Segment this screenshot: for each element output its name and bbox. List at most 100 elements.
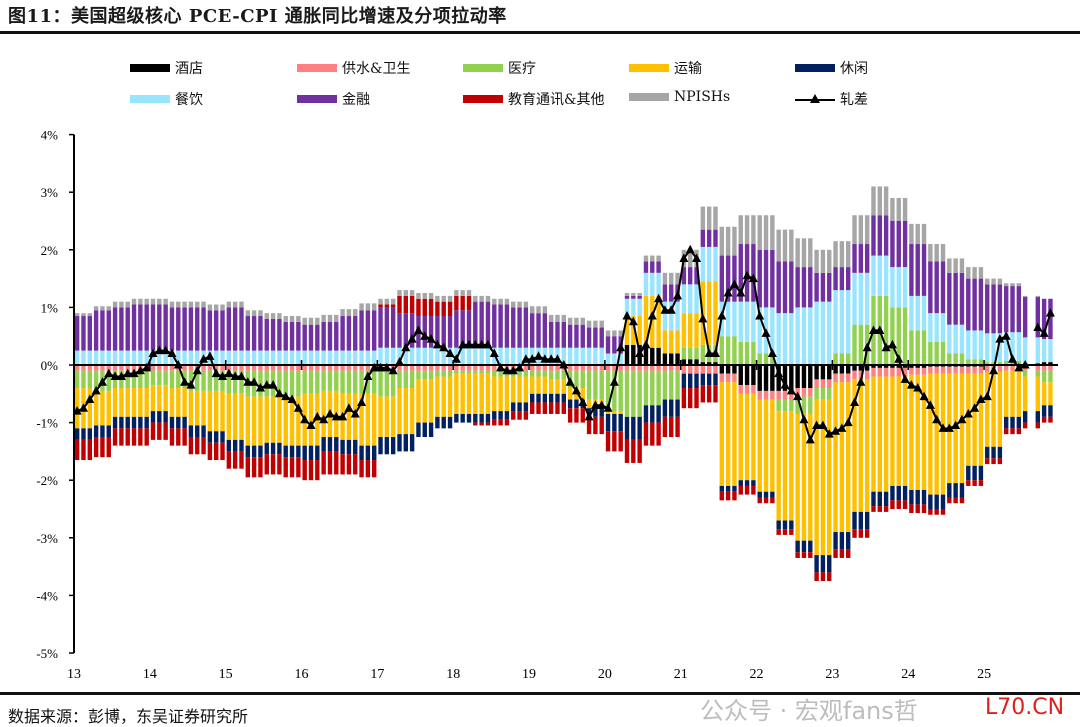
bar-segment-series-1	[1041, 365, 1047, 371]
bar-segment-series-5	[441, 347, 446, 365]
bar-segment-series-4	[460, 413, 465, 423]
bar-segment-series-6	[643, 261, 649, 273]
bar-segment-series-7	[150, 422, 156, 440]
y-tick-label: -3%	[36, 531, 58, 546]
bar-segment-series-6	[858, 244, 864, 273]
bar-segment-series-4	[321, 437, 326, 452]
bar-segment-series-8	[763, 215, 769, 250]
bar-segment-series-7	[93, 437, 99, 458]
bar-segment-series-5	[675, 301, 680, 331]
line-point-marker	[293, 403, 303, 412]
bar-segment-series-7	[846, 549, 851, 558]
bar-segment-series-4	[1010, 416, 1015, 429]
bar-segment-series-2	[966, 359, 971, 365]
bar-segment-series-8	[308, 317, 314, 325]
bar-segment-series-5	[782, 313, 788, 365]
bar-segment-series-1	[270, 365, 276, 371]
bar-segment-series-7	[422, 298, 427, 317]
bar-segment-series-7	[239, 451, 244, 469]
bar-segment-series-7	[839, 549, 845, 558]
bar-segment-series-3	[972, 373, 977, 466]
bar-segment-series-1	[1010, 365, 1015, 371]
bar-segment-series-3	[555, 379, 560, 394]
bar-segment-series-8	[264, 313, 269, 319]
bar-segment-series-8	[953, 258, 958, 273]
bar-segment-series-5	[650, 272, 655, 296]
bar-segment-series-1	[871, 367, 876, 377]
bar-segment-series-5	[997, 333, 1003, 363]
bar-segment-series-8	[827, 249, 832, 273]
bar-segment-series-1	[416, 365, 421, 371]
bar-segment-series-8	[302, 317, 307, 325]
bar-segment-series-6	[226, 307, 232, 351]
bar-segment-series-3	[839, 382, 845, 533]
bar-segment-series-3	[864, 379, 870, 512]
bar-segment-series-1	[985, 366, 990, 372]
bar-segment-series-4	[776, 520, 781, 530]
line-point-marker	[508, 365, 518, 375]
legend-swatch	[130, 64, 170, 72]
bar-segment-series-1	[460, 365, 465, 371]
bar-segment-series-1	[466, 365, 472, 371]
bar-segment-series-4	[959, 483, 965, 498]
bar-segment-series-4	[921, 489, 927, 505]
bar-segment-series-1	[422, 365, 427, 371]
bar-segment-series-1	[688, 365, 693, 374]
bar-segment-series-3	[232, 393, 238, 440]
line-point-marker	[944, 423, 954, 432]
bar-segment-series-7	[397, 295, 402, 314]
bar-segment-series-6	[308, 324, 314, 351]
bar-segment-series-1	[599, 365, 604, 371]
bar-segment-series-3	[296, 396, 301, 446]
bar-segment-series-5	[871, 255, 876, 296]
bar-segment-series-4	[232, 439, 238, 452]
line-point-marker	[1039, 328, 1049, 337]
bar-segment-series-6	[169, 307, 175, 351]
bar-segment-series-8	[966, 267, 971, 279]
legend-item: 运输	[629, 58, 702, 78]
line-point-marker	[78, 403, 88, 412]
bar-segment-series-8	[100, 306, 105, 311]
bar-segment-series-1	[112, 365, 118, 371]
bar-segment-series-8	[801, 238, 807, 268]
bar-segment-series-8	[530, 306, 535, 314]
bar-segment-series-2	[125, 370, 130, 389]
y-tick-label: 3%	[41, 185, 59, 200]
bar-segment-series-6	[441, 316, 446, 348]
bar-segment-series-4	[169, 416, 175, 429]
bar-segment-series-7	[820, 572, 826, 581]
bar-segment-series-6	[251, 316, 257, 351]
bar-segment-series-0	[814, 365, 819, 380]
line-point-marker	[224, 368, 234, 378]
bar-segment-series-4	[719, 485, 724, 492]
bar-segment-series-0	[921, 365, 927, 368]
bar-segment-series-3	[738, 393, 743, 481]
bar-segment-series-3	[808, 413, 813, 541]
line-point-marker	[590, 400, 600, 409]
line-point-marker	[85, 394, 95, 404]
bar-segment-series-1	[928, 366, 933, 374]
bar-segment-series-6	[706, 229, 712, 247]
bar-segment-series-7	[100, 437, 105, 458]
legend-swatch	[130, 95, 170, 103]
bar-segment-series-1	[428, 365, 434, 371]
bar-segment-series-7	[441, 301, 446, 317]
bar-segment-series-8	[896, 197, 901, 221]
bar-segment-series-2	[789, 399, 794, 412]
bar-segment-series-3	[827, 399, 832, 556]
bar-segment-series-8	[972, 267, 977, 279]
bar-segment-series-5	[157, 350, 162, 365]
bar-segment-series-2	[776, 399, 781, 412]
line-point-marker	[761, 328, 771, 337]
bar-segment-series-6	[93, 310, 99, 351]
bar-segment-series-7	[74, 439, 80, 461]
bar-segment-series-5	[163, 350, 168, 365]
bar-segment-series-3	[441, 376, 446, 417]
bar-segment-series-4	[327, 437, 333, 452]
line-point-marker	[483, 339, 493, 349]
bar-segment-series-1	[182, 365, 187, 371]
bar-segment-series-8	[675, 272, 680, 285]
bar-segment-series-1	[359, 365, 364, 371]
bar-segment-series-3	[1004, 370, 1009, 417]
bar-segment-series-5	[915, 295, 920, 331]
